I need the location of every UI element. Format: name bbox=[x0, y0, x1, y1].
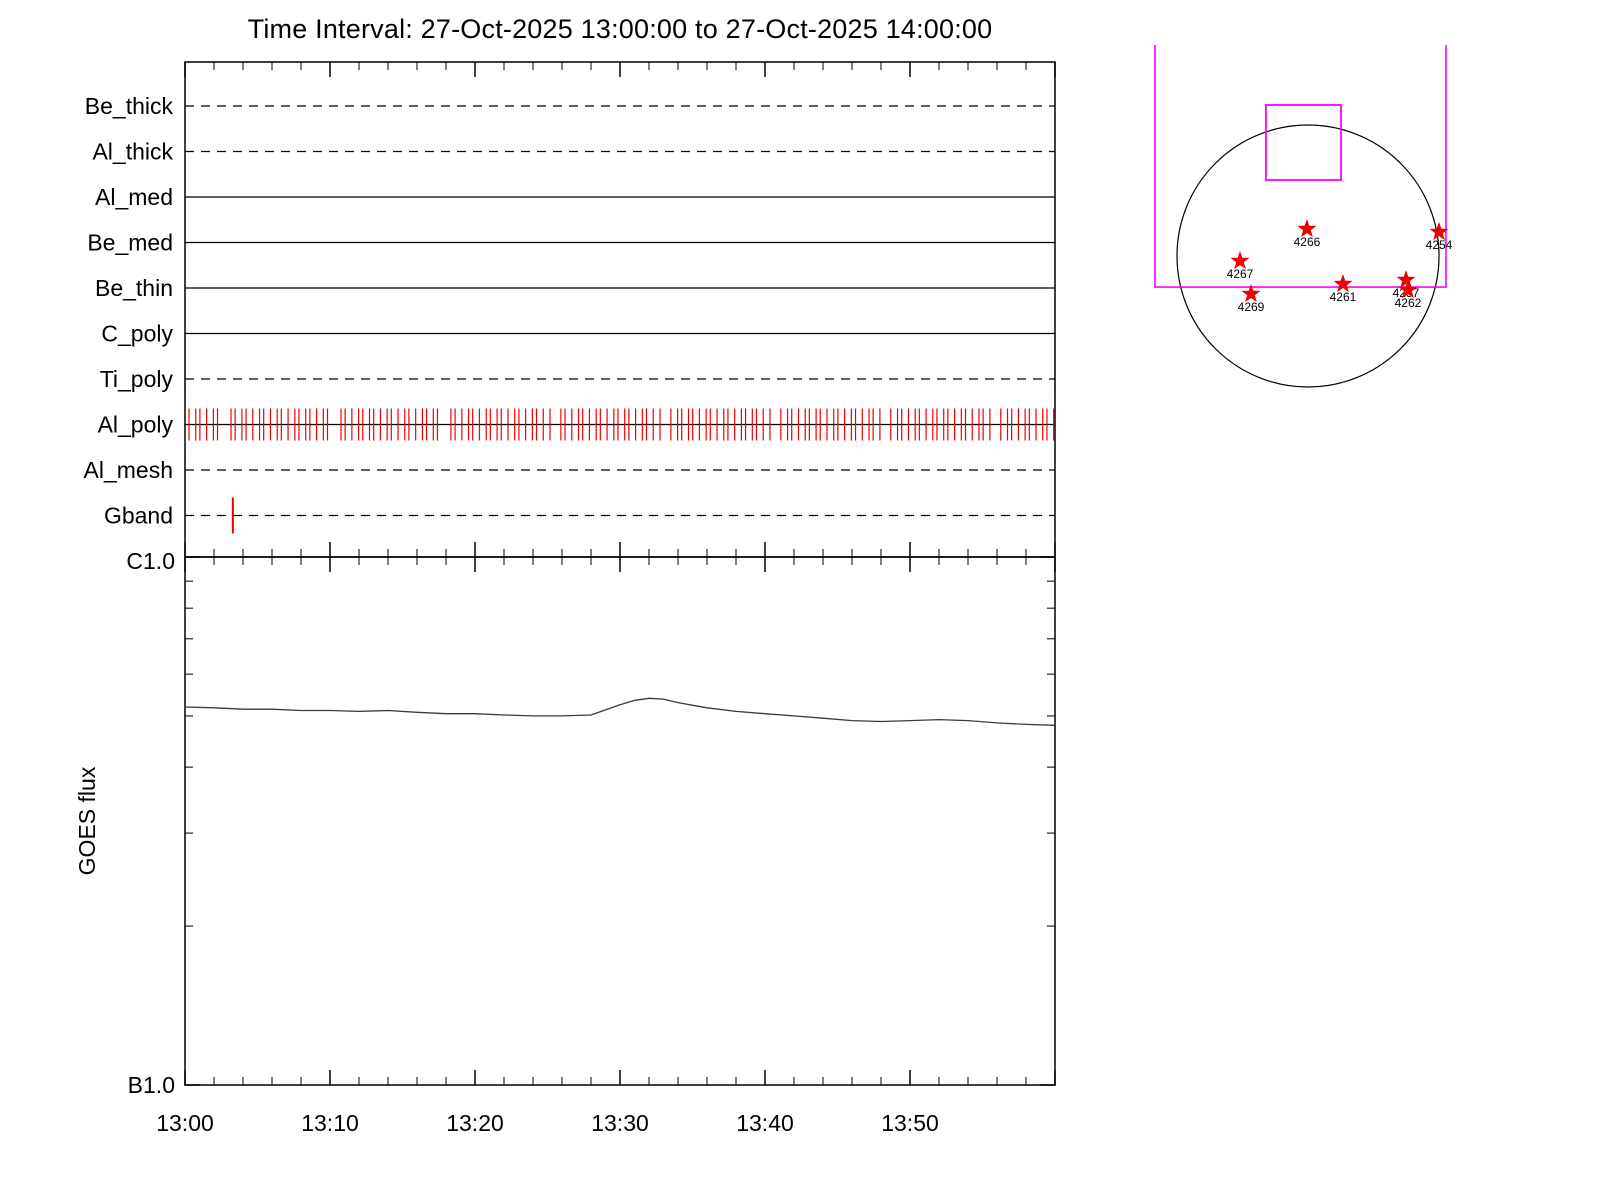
channel-label: Ti_poly bbox=[100, 366, 174, 392]
goes-ylabel: GOES flux bbox=[74, 766, 100, 875]
goes-x-tick-label: 13:30 bbox=[591, 1110, 649, 1136]
channel-label: Al_med bbox=[95, 184, 173, 210]
plot-title: Time Interval: 27-Oct-2025 13:00:00 to 2… bbox=[247, 14, 993, 44]
active-region-label: 4269 bbox=[1238, 300, 1265, 314]
fov-box bbox=[1265, 104, 1342, 181]
active-region-star bbox=[1297, 219, 1317, 238]
channel-label: Gband bbox=[104, 503, 173, 529]
active-region-star bbox=[1398, 280, 1418, 299]
fov-bracket bbox=[1154, 44, 1447, 288]
goes-panel-border bbox=[184, 556, 1056, 1086]
channel-label: Al_mesh bbox=[84, 457, 173, 483]
goes-flux-line bbox=[184, 697, 1056, 726]
goes-y-top-label: C1.0 bbox=[126, 548, 175, 574]
channel-label: Al_thick bbox=[92, 139, 173, 165]
solar-disk bbox=[1176, 124, 1440, 388]
active-region-star bbox=[1230, 251, 1250, 270]
active-region-label: 4266 bbox=[1294, 235, 1321, 249]
channel-label: Be_thick bbox=[85, 93, 174, 119]
active-region-label: 4262 bbox=[1395, 296, 1422, 310]
goes-x-tick-label: 13:40 bbox=[736, 1110, 794, 1136]
channel-label: C_poly bbox=[101, 321, 173, 347]
active-region-star bbox=[1429, 222, 1449, 241]
active-region-label: 4254 bbox=[1426, 238, 1453, 252]
goes-x-tick-label: 13:20 bbox=[446, 1110, 504, 1136]
goes-x-tick-label: 13:00 bbox=[156, 1110, 214, 1136]
channel-label: Be_thin bbox=[95, 275, 173, 301]
channel-label: Be_med bbox=[87, 230, 173, 256]
active-region-star bbox=[1396, 270, 1416, 289]
active-region-star bbox=[1241, 284, 1261, 303]
active-region-label: 4267 bbox=[1227, 267, 1254, 281]
timeline-panel-border bbox=[184, 61, 1056, 558]
active-region-label: 4261 bbox=[1330, 290, 1357, 304]
active-region-star bbox=[1333, 274, 1353, 293]
channel-label: Al_poly bbox=[98, 412, 174, 438]
goes-x-tick-label: 13:50 bbox=[881, 1110, 939, 1136]
goes-x-tick-label: 13:10 bbox=[301, 1110, 359, 1136]
goes-y-bottom-label: B1.0 bbox=[128, 1072, 175, 1098]
